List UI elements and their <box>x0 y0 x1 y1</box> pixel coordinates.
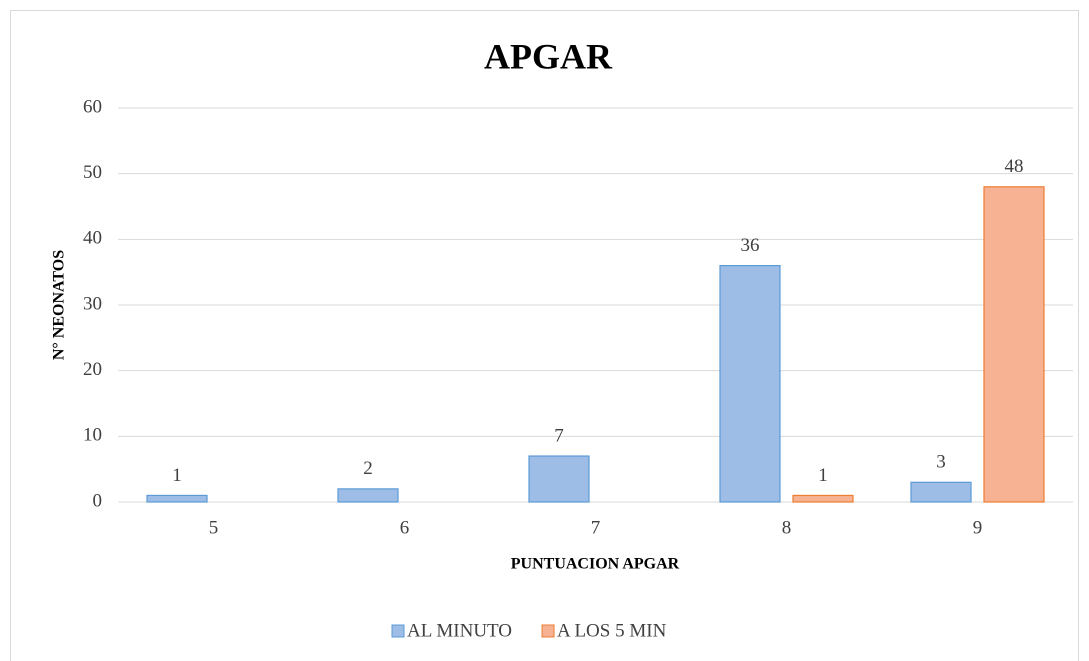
bar <box>146 494 208 503</box>
data-label: 48 <box>1005 156 1024 177</box>
x-tick-label: 6 <box>400 517 410 538</box>
data-label: 3 <box>936 452 946 473</box>
legend-label: A LOS 5 MIN <box>557 620 667 641</box>
x-axis-label: PUNTUACION APGAR <box>511 556 680 573</box>
chart-title: APGAR <box>484 36 613 76</box>
y-tick-label: 60 <box>83 96 102 117</box>
y-axis-label: N° NEONATOS <box>51 250 68 360</box>
bar <box>792 494 854 503</box>
data-label: 2 <box>363 458 373 479</box>
legend-swatch <box>541 624 555 638</box>
y-tick-label: 40 <box>83 228 102 249</box>
y-tick-label: 50 <box>83 162 102 183</box>
bar <box>983 186 1045 503</box>
bar <box>528 455 590 503</box>
bar <box>910 481 972 503</box>
legend-swatch <box>391 624 405 638</box>
data-label: 1 <box>818 465 828 486</box>
bar <box>337 488 399 503</box>
data-label: 36 <box>741 235 760 256</box>
chart-frame <box>10 10 1079 661</box>
data-label: 7 <box>554 425 564 446</box>
x-tick-label: 8 <box>782 517 792 538</box>
y-tick-label: 20 <box>83 359 102 380</box>
data-label: 1 <box>172 465 182 486</box>
x-tick-label: 7 <box>591 517 601 538</box>
bar <box>719 265 781 503</box>
y-tick-label: 30 <box>83 293 102 314</box>
y-tick-label: 10 <box>83 425 102 446</box>
y-tick-label: 0 <box>93 490 103 511</box>
x-tick-label: 5 <box>209 517 219 538</box>
legend-label: AL MINUTO <box>407 620 512 641</box>
x-tick-label: 9 <box>973 517 983 538</box>
